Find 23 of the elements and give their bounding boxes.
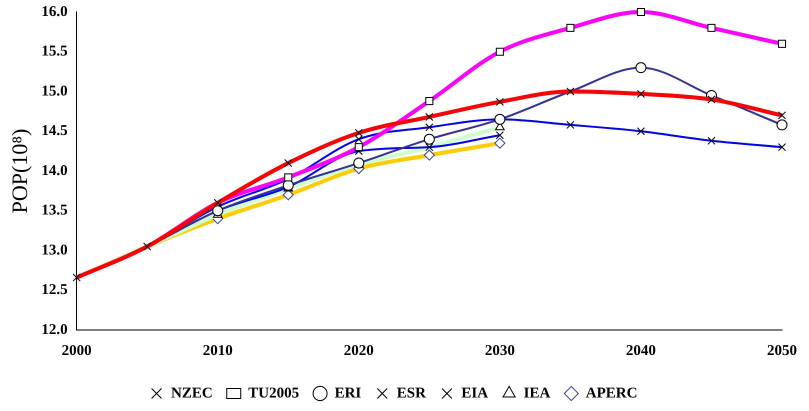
- y-tick-label: 14.5: [41, 123, 68, 140]
- y-tick-label: 14.0: [41, 162, 68, 179]
- x-tick-label: 2010: [202, 342, 233, 359]
- y-tick-label: 15.5: [41, 44, 68, 60]
- y-axis-title: POP(10⁸): [6, 128, 32, 214]
- legend-label: APERC: [586, 385, 638, 402]
- y-tick-label: 16.0: [41, 4, 68, 20]
- legend-label: ESR: [396, 385, 426, 402]
- x-tick-label: 2020: [344, 342, 374, 359]
- legend-label: TU2005: [248, 385, 300, 402]
- legend-label: ERI: [334, 385, 362, 402]
- y-tick-label: 13.0: [41, 242, 68, 258]
- legend-label: NZEC: [171, 385, 213, 402]
- y-tick-label: 12.5: [41, 282, 68, 298]
- x-tick-label: 2000: [62, 342, 92, 359]
- x-tick-label: 2050: [767, 342, 797, 359]
- y-tick-label: 13.5: [41, 202, 68, 219]
- y-tick-label: 15.0: [41, 83, 68, 100]
- y-tick-label: 12.0: [41, 322, 68, 338]
- x-tick-label: 2030: [484, 342, 515, 359]
- x-tick-label: 2040: [626, 342, 656, 359]
- legend-label: EIA: [461, 385, 488, 402]
- legend-label: IEA: [524, 385, 550, 402]
